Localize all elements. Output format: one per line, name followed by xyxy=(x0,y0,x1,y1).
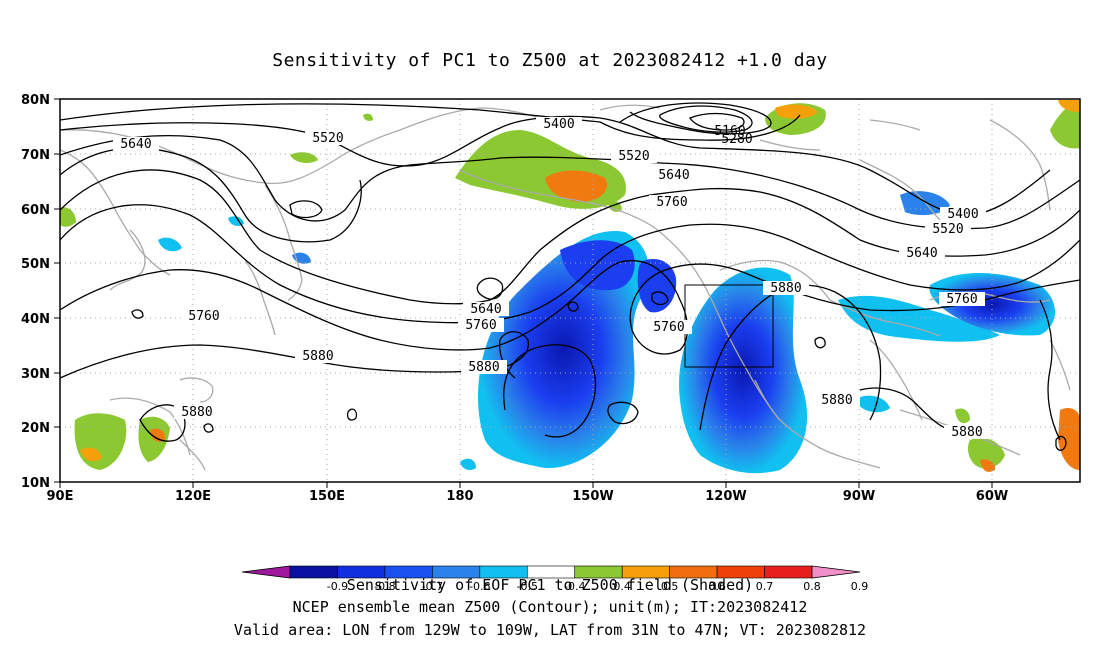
contour-label: 5640 xyxy=(658,168,689,183)
contour-label: 5280 xyxy=(721,132,752,147)
colorbar-high-arrow xyxy=(811,565,861,579)
lon-label: 120W xyxy=(705,489,746,504)
contour-label: 5520 xyxy=(618,149,649,164)
footer-valid-area: Valid area: LON from 129W to 109W, LAT f… xyxy=(233,621,867,639)
contour-label: 5880 xyxy=(181,405,212,420)
contour-label: 5760 xyxy=(656,195,687,210)
contour-label: 5880 xyxy=(821,393,852,408)
contour-label: 5880 xyxy=(302,349,333,364)
longitude-labels: 90E 120E 150E 180 150W 120W 90W 60W xyxy=(47,489,1009,504)
colorbar-labels: -0.9 -0.8 -0.7 -0.6 -0.5 -0.4 0.4 0.5 0.6 0.7 0.8 0… xyxy=(327,580,868,593)
colorbar-label: -0.7 xyxy=(422,580,443,593)
contour-label: 5880 xyxy=(770,281,801,296)
colorbar: -0.9 -0.8 -0.7 -0.6 -0.5 -0.4 0.4 0.5 0.6 0.7 0.8 0… xyxy=(241,565,868,593)
positive-sensitivity-shading xyxy=(60,100,1080,472)
lat-label: 50N xyxy=(21,257,50,272)
contour-label: 5640 xyxy=(470,302,501,317)
lon-label: 150E xyxy=(309,489,345,504)
lon-label: 150W xyxy=(572,489,613,504)
map-title: Sensitivity of PC1 to Z500 at 2023082412… xyxy=(272,50,828,71)
graticule xyxy=(60,99,1080,482)
lat-label: 20N xyxy=(21,421,50,436)
colorbar-label: 0.5 xyxy=(661,580,679,593)
lon-label: 120E xyxy=(175,489,211,504)
contour-label: 5520 xyxy=(932,222,963,237)
lat-label: 30N xyxy=(21,367,50,382)
lat-label: 10N xyxy=(21,476,50,491)
contour-label: 5880 xyxy=(951,425,982,440)
negative-sensitivity-shading xyxy=(158,191,1055,474)
lon-label: 90W xyxy=(843,489,875,504)
contour-label: 5880 xyxy=(468,360,499,375)
lon-label: 90E xyxy=(47,489,74,504)
footer-contour-caption: NCEP ensemble mean Z500 (Contour); unit(… xyxy=(292,598,808,616)
colorbar-label: 0.7 xyxy=(756,580,774,593)
colorbar-cells xyxy=(289,565,813,579)
contour-label: 5160 xyxy=(714,124,745,139)
lat-label: 40N xyxy=(21,312,50,327)
footer-shaded-caption: Sensitivity of EOF PC1 to Z500 field (Sh… xyxy=(346,576,754,594)
colorbar-label: 0.8 xyxy=(803,580,821,593)
colorbar-label: -0.8 xyxy=(374,580,395,593)
colorbar-label: 0.4 xyxy=(613,580,631,593)
contour-label: 5520 xyxy=(312,131,343,146)
colorbar-label: -0.5 xyxy=(517,580,538,593)
lon-label: 180 xyxy=(446,489,473,504)
contour-labels: 5640 5520 5400 5520 5640 5760 5160 5280 … xyxy=(113,117,990,440)
contour-label: 5640 xyxy=(120,137,151,152)
colorbar-label: -0.9 xyxy=(327,580,348,593)
contour-label: 5640 xyxy=(906,246,937,261)
lon-label: 60W xyxy=(976,489,1008,504)
lat-label: 60N xyxy=(21,203,50,218)
contour-label: 5760 xyxy=(653,320,684,335)
lat-label: 80N xyxy=(21,93,50,108)
contour-label: 5400 xyxy=(947,207,978,222)
plot-frame xyxy=(59,98,1081,483)
colorbar-label: -0.4 xyxy=(564,580,585,593)
latitude-labels: 80N 70N 60N 50N 40N 30N 20N 10N xyxy=(21,93,50,491)
colorbar-label: 0.6 xyxy=(708,580,726,593)
contour-label: 5760 xyxy=(465,318,496,333)
contour-label: 5400 xyxy=(543,117,574,132)
colorbar-label: -0.6 xyxy=(469,580,490,593)
contour-label: 5760 xyxy=(188,309,219,324)
contour-label: 5760 xyxy=(946,292,977,307)
lat-label: 70N xyxy=(21,148,50,163)
axis-ticks xyxy=(54,98,993,488)
colorbar-label: 0.9 xyxy=(851,580,869,593)
